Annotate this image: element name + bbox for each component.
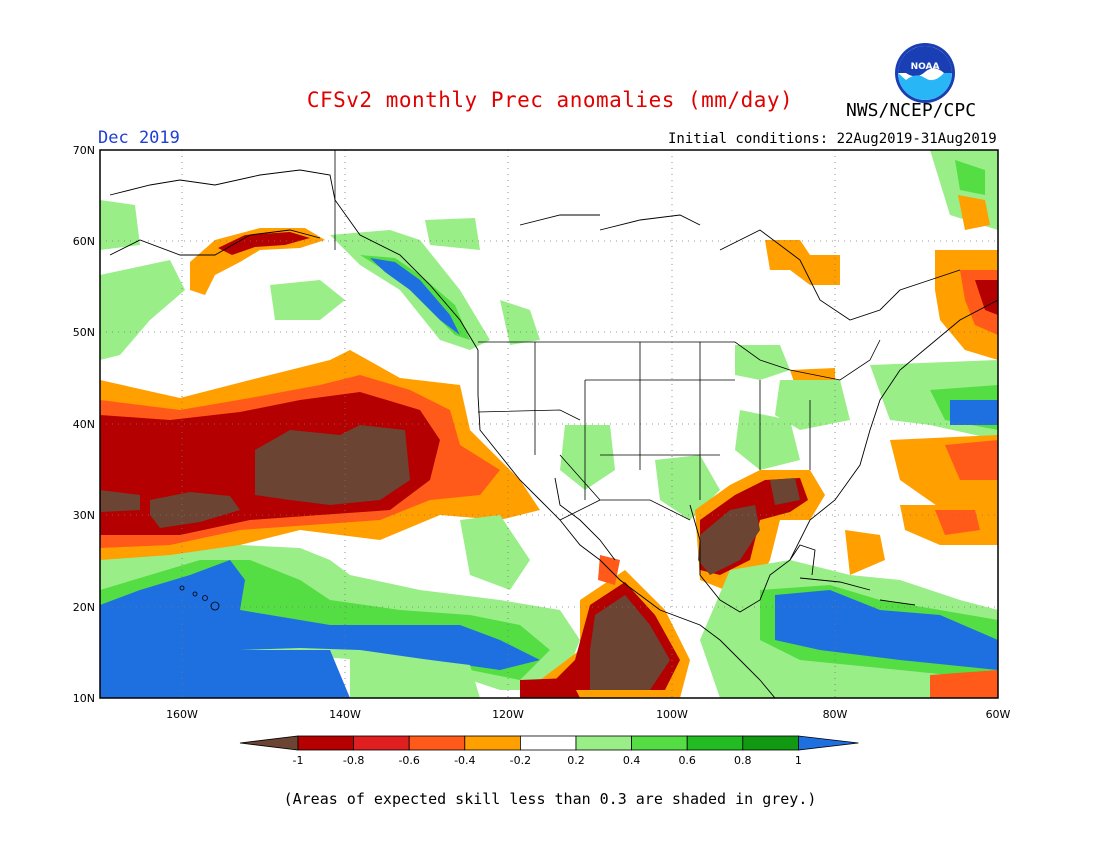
alaska-dry-anomaly	[190, 228, 325, 295]
lat-label: 60N	[73, 235, 95, 248]
latitude-labels: 10N 20N 30N 40N 50N 60N 70N	[73, 144, 95, 705]
colorbar-segment	[686, 735, 744, 751]
lon-label: 60W	[986, 708, 1011, 721]
colorbar-label: 0.4	[623, 754, 641, 767]
noaa-logo: NOAA	[894, 42, 956, 104]
skill-note: (Areas of expected skill less than 0.3 a…	[283, 790, 817, 808]
colorbar-segment	[742, 735, 799, 751]
colorbar-segment	[297, 735, 354, 751]
colorbar-segment	[631, 735, 688, 751]
colorbar-label: -1	[293, 754, 304, 767]
map-frame	[99, 149, 999, 699]
month-label: Dec 2019	[98, 128, 180, 148]
lon-label: 160W	[166, 708, 198, 721]
logo-text: NOAA	[911, 62, 940, 72]
us-wet-anomaly	[560, 345, 850, 520]
longitude-labels: 160W 140W 120W 100W 80W 60W	[166, 708, 1010, 721]
colorbar-segment	[408, 735, 466, 751]
colorbar-label: 1	[795, 754, 802, 767]
atlantic-anomaly	[845, 360, 998, 575]
east-pacific-dry-anomaly	[520, 555, 690, 698]
colorbar-label: -0.2	[510, 754, 531, 767]
tropical-wet-anomaly	[100, 515, 580, 698]
lat-label: 10N	[73, 692, 95, 705]
agency-label: NWS/NCEP/CPC	[846, 100, 977, 121]
north-wet-anomaly	[100, 150, 998, 360]
colorbar-label: -0.4	[454, 754, 475, 767]
lon-label: 140W	[329, 708, 361, 721]
colorbar-segment	[520, 735, 577, 751]
coastlines	[109, 169, 998, 698]
map-gridlines	[100, 150, 998, 698]
gulf-dry-anomaly	[695, 470, 825, 600]
colorbar-label: 0.6	[678, 754, 696, 767]
colorbar-label: -0.8	[343, 754, 364, 767]
hawaii-islands	[179, 585, 220, 611]
colorbar-label: 0.8	[734, 754, 752, 767]
colorbar-segment	[464, 735, 521, 751]
canada-east-dry-anomaly	[765, 195, 998, 385]
lat-label: 70N	[73, 144, 95, 157]
colorbar-label: 0.2	[567, 754, 585, 767]
colorbar-segment	[353, 735, 410, 751]
lon-label: 100W	[656, 708, 688, 721]
colorbar-label: -0.6	[398, 754, 419, 767]
lat-label: 40N	[73, 418, 95, 431]
lat-label: 20N	[73, 601, 95, 614]
lat-label: 30N	[73, 509, 95, 522]
pacific-dry-anomaly	[100, 350, 540, 560]
colorbar-segment	[575, 735, 632, 751]
map-title: CFSv2 monthly Prec anomalies (mm/day)	[306, 88, 794, 112]
colorbar: -1 -0.8 -0.6 -0.4 -0.2 0.2 0.4 0.6 0.8 1	[239, 735, 859, 767]
colorbar-arrow-low	[239, 735, 299, 751]
lon-label: 80W	[823, 708, 848, 721]
colorbar-arrow-high	[798, 735, 859, 751]
caribbean-anomaly	[700, 560, 998, 698]
initial-conditions: Initial conditions: 22Aug2019-31Aug2019	[668, 131, 997, 147]
lat-label: 50N	[73, 326, 95, 339]
political-borders	[334, 150, 881, 521]
lon-label: 120W	[492, 708, 524, 721]
